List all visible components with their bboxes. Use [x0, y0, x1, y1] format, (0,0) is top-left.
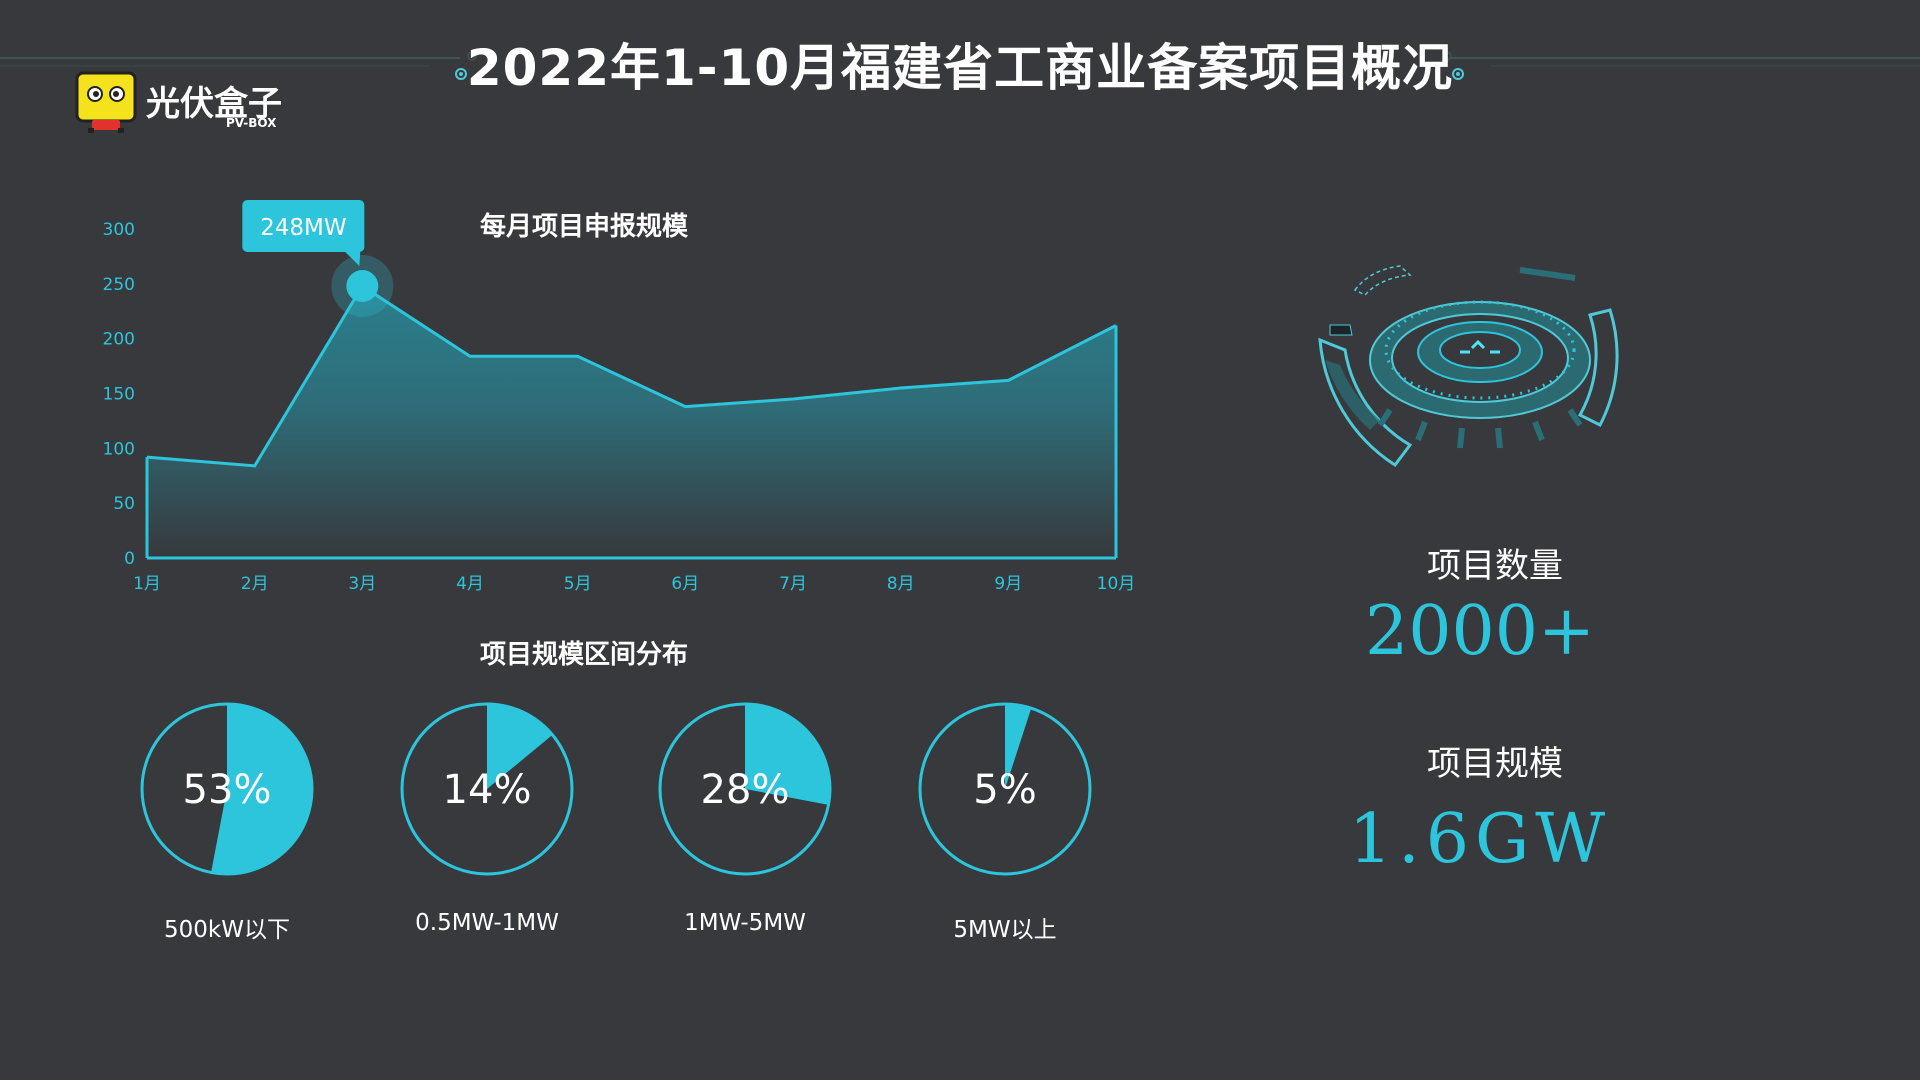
- header-decoration: [0, 51, 1920, 80]
- pie-slice: [487, 704, 553, 789]
- pie-percent-label: 14%: [443, 767, 532, 813]
- area-line: [146, 283, 1117, 468]
- pie-chart: 53%: [140, 702, 314, 876]
- logo-name: 光伏盒子: [146, 84, 282, 124]
- peak-callout-pointer: [344, 251, 361, 267]
- logo: 光伏盒子 PV-BOX: [74, 70, 304, 136]
- page-title: 2022年1-10月福建省工商业备案项目概况: [466, 39, 1454, 97]
- x-tick-label: 9月: [994, 574, 1022, 594]
- pie-percent-label: 53%: [183, 767, 272, 813]
- pie-category-label: 5MW以上: [953, 917, 1057, 943]
- pie-category-label: 500kW以下: [164, 917, 290, 943]
- pie-slice: [745, 704, 830, 805]
- y-tick-label: 150: [103, 385, 135, 405]
- gear-decoration-graphic: [1318, 265, 1619, 468]
- project-scale-value: 1.6GW: [1348, 800, 1612, 879]
- y-tick-label: 300: [103, 220, 135, 240]
- pie-chart: 28%: [658, 702, 832, 876]
- x-tick-label: 5月: [564, 574, 592, 594]
- y-tick-label: 0: [124, 549, 135, 569]
- pie-category-label: 0.5MW-1MW: [415, 910, 559, 936]
- pie-outline: [918, 702, 1092, 876]
- x-tick-label: 4月: [456, 574, 484, 594]
- x-tick-label: 3月: [348, 574, 376, 594]
- area-chart-title: 每月项目申报规模: [480, 212, 689, 242]
- x-tick-label: 10月: [1097, 574, 1136, 594]
- x-tick-label: 2月: [241, 574, 269, 594]
- x-tick-label: 8月: [887, 574, 915, 594]
- y-tick-label: 200: [103, 330, 135, 350]
- distribution-title: 项目规模区间分布: [480, 640, 689, 670]
- x-tick-label: 7月: [779, 574, 807, 594]
- distribution-pies: 53% 14% 28% 5%: [140, 702, 1092, 876]
- peak-callout-box: [242, 200, 365, 253]
- project-scale-label: 项目规模: [1427, 744, 1563, 784]
- pie-outline: [400, 702, 574, 876]
- pie-percent-label: 28%: [701, 767, 790, 813]
- y-tick-label: 50: [113, 494, 135, 514]
- project-count-label: 项目数量: [1427, 546, 1563, 586]
- pie-category-label: 1MW-5MW: [684, 910, 806, 936]
- pie-slice: [211, 704, 312, 874]
- y-tick-label: 250: [103, 275, 135, 295]
- pie-chart: 14%: [400, 702, 574, 876]
- pie-outline: [658, 702, 832, 876]
- logo-sub: PV-BOX: [226, 116, 277, 130]
- peak-callout-label: 248MW: [260, 215, 347, 241]
- pie-slice: [1005, 704, 1032, 789]
- x-tick-label: 6月: [671, 574, 699, 594]
- project-count-value: 2000+: [1364, 592, 1596, 671]
- pie-outline: [140, 702, 314, 876]
- peak-marker: [346, 270, 379, 303]
- x-tick-label: 1月: [133, 574, 161, 594]
- y-tick-label: 100: [103, 439, 135, 459]
- pie-chart: 5%: [918, 702, 1092, 876]
- logo-box-icon: [75, 71, 137, 133]
- area-fill: [147, 286, 1116, 558]
- pie-percent-label: 5%: [973, 767, 1036, 813]
